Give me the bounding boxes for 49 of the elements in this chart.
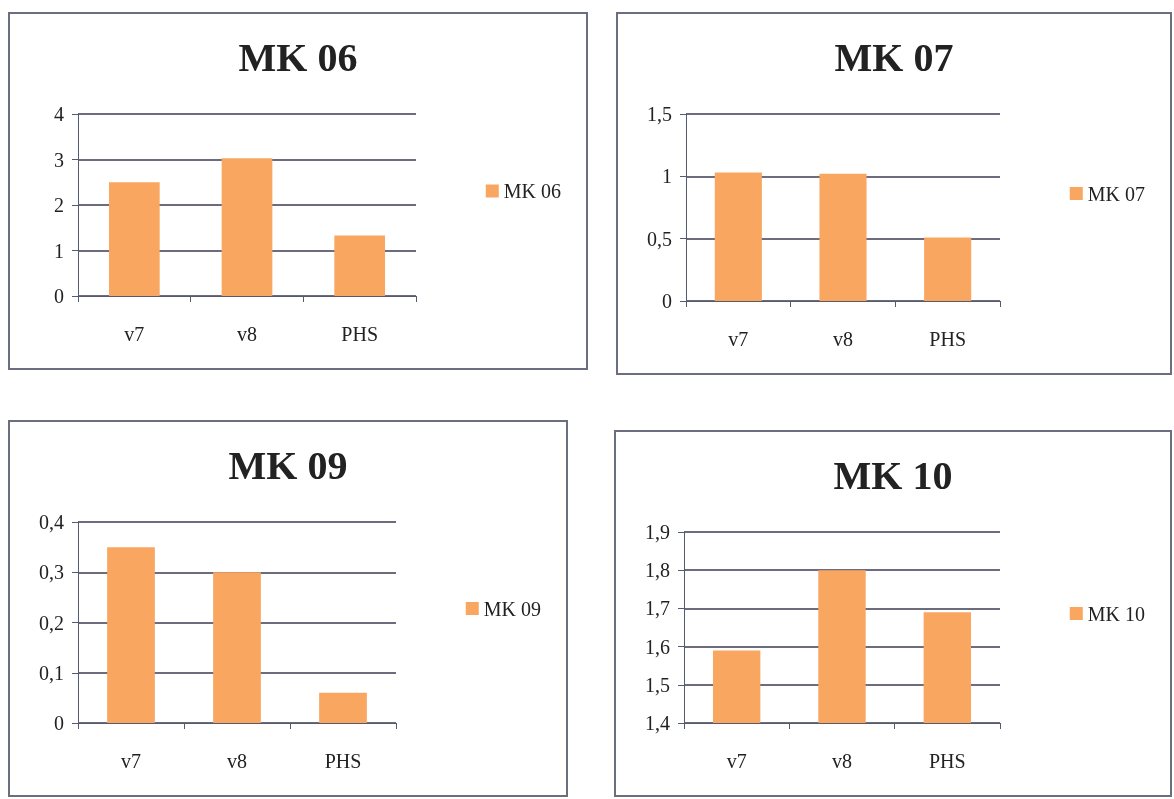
x-tick-label: v7 [728, 328, 749, 350]
bar [334, 235, 386, 296]
y-tick-label: 3 [54, 148, 64, 171]
legend-label: MK 06 [503, 180, 562, 202]
x-tick-label: PHS [929, 328, 967, 350]
bar [714, 172, 762, 301]
x-tick-label: v8 [832, 750, 852, 772]
chart-title: MK 09 [228, 442, 348, 488]
x-tick-label: PHS [341, 323, 379, 345]
x-tick-label: v8 [237, 323, 257, 345]
y-tick-label: 1 [662, 165, 672, 188]
y-tick-label: 1,5 [647, 103, 672, 125]
x-tick-label: PHS [324, 750, 362, 772]
legend-label: MK 09 [483, 597, 542, 620]
legend-label: MK 10 [1087, 602, 1146, 625]
bar [213, 572, 261, 723]
y-tick-label: 0,3 [39, 561, 64, 584]
bar [107, 547, 155, 723]
y-tick-label: 1 [54, 239, 64, 262]
legend-label: MK 07 [1087, 182, 1146, 205]
x-tick-label: v7 [124, 323, 145, 345]
x-tick-label: v7 [121, 750, 141, 772]
y-tick-label: 1,5 [645, 673, 670, 696]
y-tick-label: 1,6 [645, 635, 670, 658]
y-tick-label: 4 [54, 103, 64, 125]
y-tick-label: 0,4 [39, 511, 64, 533]
y-tick-label: 0,5 [647, 227, 672, 250]
y-tick-label: 0,1 [39, 661, 64, 684]
y-tick-label: 0,2 [39, 611, 64, 634]
bar [924, 237, 972, 301]
y-tick-label: 0 [54, 712, 64, 734]
bar [319, 692, 367, 723]
y-tick-label: 1,8 [645, 559, 670, 582]
x-tick-label: v8 [833, 328, 853, 350]
chart-title: MK 10 [833, 452, 953, 498]
y-tick-label: 0 [54, 285, 64, 307]
bar [819, 173, 867, 301]
x-tick-label: v7 [726, 750, 747, 772]
x-tick-label: v8 [227, 750, 247, 772]
chart-title: MK 07 [834, 34, 954, 80]
bar [108, 182, 160, 296]
bar [221, 158, 273, 296]
y-tick-label: 2 [54, 194, 64, 216]
x-tick-label: PHS [928, 750, 966, 772]
y-tick-label: 0 [662, 290, 672, 312]
y-tick-label: 1,9 [645, 521, 670, 543]
y-tick-label: 1,7 [645, 597, 670, 620]
chart-title: MK 06 [238, 34, 358, 80]
y-tick-label: 1,4 [645, 712, 670, 734]
